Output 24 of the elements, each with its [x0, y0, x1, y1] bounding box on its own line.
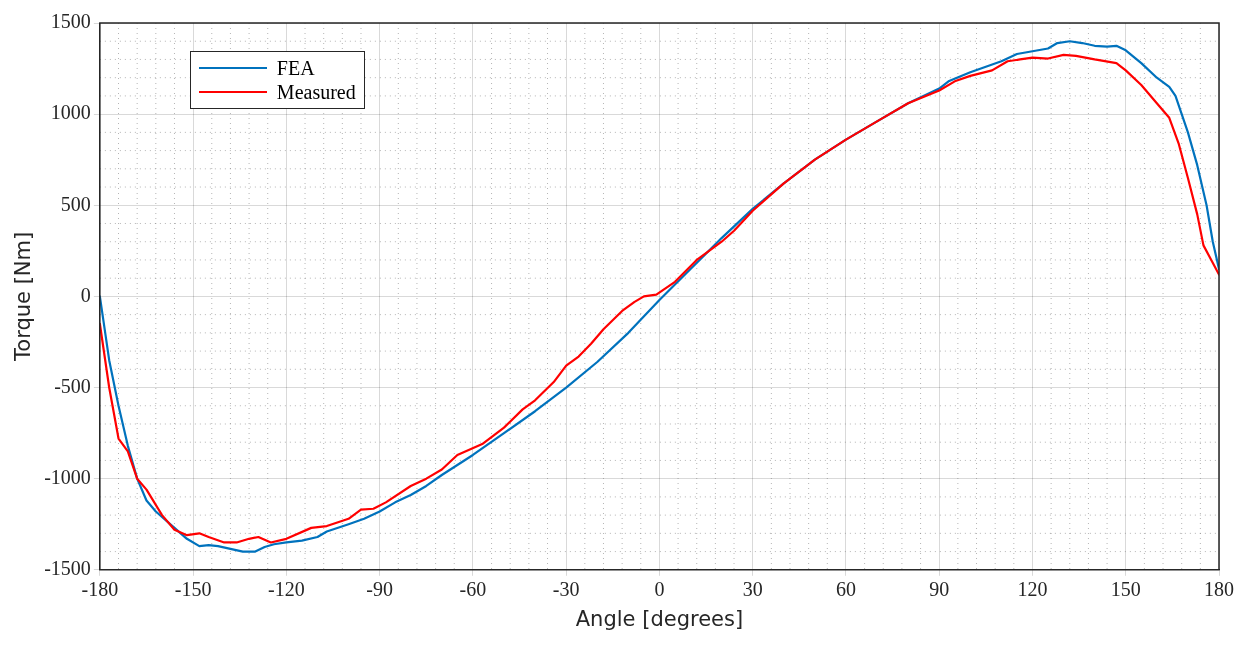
x-tick-label: 150: [1110, 578, 1141, 601]
x-tick-label: 60: [835, 578, 856, 601]
y-tick-label: 1000: [50, 101, 91, 124]
y-tick-label: -500: [54, 374, 91, 397]
x-axis-title: Angle [degrees]: [575, 606, 744, 631]
x-tick-label: 0: [654, 578, 665, 601]
x-tick-label: -60: [459, 578, 487, 601]
x-tick-label: -90: [366, 578, 393, 601]
x-tick-label: -150: [174, 578, 212, 601]
x-tick-label: -180: [81, 578, 119, 601]
legend-label: FEA: [276, 56, 315, 80]
y-tick-label: 0: [80, 283, 91, 306]
y-tick-label: -1500: [44, 557, 91, 580]
y-axis-title: Torque [Nm]: [11, 231, 36, 362]
x-tick-label: -30: [552, 578, 580, 601]
y-tick-label: 500: [60, 192, 91, 215]
x-tick-label: 180: [1204, 578, 1234, 601]
y-tick-label: -1000: [44, 465, 91, 488]
y-tick-label: 1500: [50, 10, 91, 33]
x-tick-label: -120: [268, 578, 305, 601]
x-tick-label: 120: [1017, 578, 1048, 601]
x-tick-label: 30: [742, 578, 763, 601]
legend-label: Measured: [276, 80, 356, 104]
x-tick-label: 90: [929, 578, 950, 601]
